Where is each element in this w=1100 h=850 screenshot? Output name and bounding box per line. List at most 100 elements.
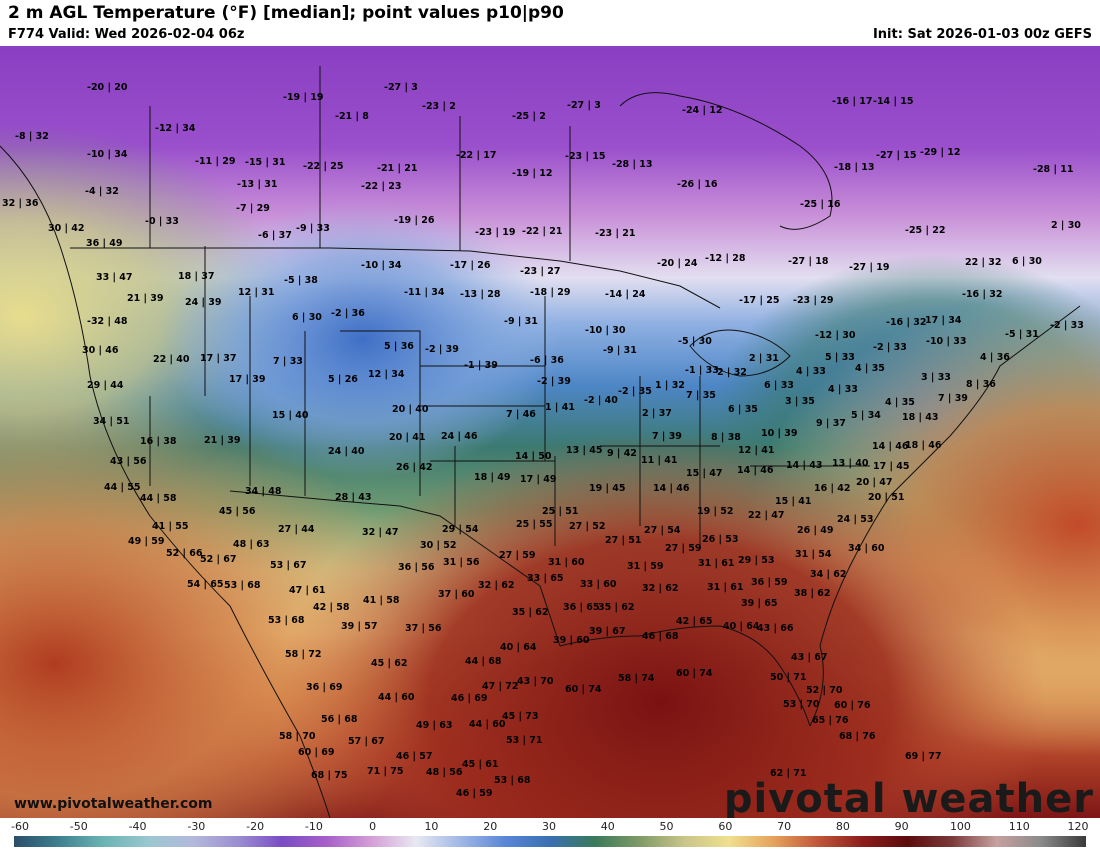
point-value: -17 | 25: [739, 295, 780, 306]
us-mexico-border: [229, 490, 561, 647]
point-value: -25 | 16: [800, 199, 841, 210]
point-value: 39 | 65: [741, 598, 778, 609]
point-value: -6 | 36: [530, 355, 564, 366]
point-value: 4 | 35: [885, 397, 915, 408]
point-value: 3 | 33: [921, 372, 951, 383]
boundary-lines: [0, 66, 1081, 818]
point-value: 17 | 45: [873, 461, 910, 472]
point-value: 33 | 65: [527, 573, 564, 584]
point-value: -21 | 21: [377, 163, 418, 174]
point-value: 26 | 53: [702, 534, 739, 545]
point-value: 60 | 76: [834, 700, 871, 711]
point-value: 35 | 62: [512, 607, 549, 618]
point-value: 69 | 77: [905, 751, 942, 762]
point-value: 46 | 69: [451, 693, 488, 704]
point-value: 12 | 41: [738, 445, 775, 456]
legend-tick-label: 0: [369, 820, 377, 833]
state-lines: [149, 246, 870, 546]
point-value: -8 | 32: [15, 131, 49, 142]
legend-tick-label: 100: [949, 820, 971, 833]
point-value: 5 | 34: [851, 410, 881, 421]
point-value: 3 | 35: [785, 396, 815, 407]
point-value: 27 | 54: [644, 525, 681, 536]
point-value: 26 | 49: [797, 525, 834, 536]
atlantic-coastline: [809, 305, 1081, 727]
point-value: -17 | 26: [450, 260, 491, 271]
point-value: 4 | 33: [828, 384, 858, 395]
map-header: 2 m AGL Temperature (°F) [median]; point…: [0, 0, 1100, 46]
legend-tick-label: -20: [246, 820, 265, 833]
point-value: 21 | 39: [204, 435, 241, 446]
point-value: -22 | 21: [522, 226, 563, 237]
point-value: -22 | 25: [303, 161, 344, 172]
point-value: 27 | 59: [665, 543, 702, 554]
point-value: -26 | 16: [677, 179, 718, 190]
point-value: 44 | 60: [469, 719, 506, 730]
point-value: -22 | 17: [456, 150, 497, 161]
point-value: 62 | 71: [770, 768, 807, 779]
point-value: 24 | 46: [441, 431, 478, 442]
color-legend: -60 -50 -40 -30 -20 -10 0 10 20 30 40 50 60 70 80 90 100…: [0, 818, 1100, 850]
point-value: -10 | 34: [361, 260, 402, 271]
point-value: 20 | 40: [392, 404, 429, 415]
point-value: 18 | 37: [178, 271, 215, 282]
legend-tick-label: -40: [128, 820, 147, 833]
legend-tick-label: -10: [304, 820, 323, 833]
point-value: -18 | 13: [834, 162, 875, 173]
site-url[interactable]: www.pivotalweather.com: [14, 796, 213, 812]
legend-tick-label: 30: [542, 820, 556, 833]
point-value: 43 | 70: [517, 676, 554, 687]
point-value: -19 | 19: [283, 92, 324, 103]
point-value: 15 | 40: [272, 410, 309, 421]
point-value: -10 | 30: [585, 325, 626, 336]
point-value: -12 | 28: [705, 253, 746, 264]
point-value: -27 | 15: [876, 150, 917, 161]
point-value: 7 | 33: [273, 356, 303, 367]
point-value: -29 | 12: [920, 147, 961, 158]
point-value: -9 | 33: [296, 223, 330, 234]
point-value: -16 | 32: [886, 317, 927, 328]
point-value: 44 | 68: [465, 656, 502, 667]
point-value: 43 | 56: [110, 456, 147, 467]
point-value: -19 | 26: [394, 215, 435, 226]
legend-tick-label: 40: [600, 820, 615, 833]
point-value: 43 | 67: [791, 652, 828, 663]
point-value: -23 | 15: [565, 151, 606, 162]
point-value: 33 | 47: [96, 272, 133, 283]
point-value: 53 | 71: [506, 735, 543, 746]
point-value: 14 | 46: [737, 465, 774, 476]
point-value: -22 | 23: [361, 181, 402, 192]
us-canada-border: [70, 247, 721, 309]
legend-tick-label: 90: [894, 820, 909, 833]
point-value: 26 | 42: [396, 462, 433, 473]
point-value: 12 | 31: [238, 287, 275, 298]
point-value: 60 | 69: [298, 747, 335, 758]
point-value: 18 | 43: [902, 412, 939, 423]
point-value: 6 | 30: [292, 312, 322, 323]
point-value: 31 | 61: [698, 558, 735, 569]
canada-province-lines: [149, 66, 571, 261]
point-value: 54 | 65: [187, 579, 224, 590]
point-value: -2 | 33: [1050, 320, 1084, 331]
point-value: 17 | 49: [520, 474, 557, 485]
legend-tick-label: 20: [483, 820, 498, 833]
point-value: 36 | 59: [751, 577, 788, 588]
point-value: 22 | 32: [965, 257, 1002, 268]
point-value: 43 | 66: [757, 623, 794, 634]
point-value: 42 | 65: [676, 616, 713, 627]
point-value: -27 | 18: [788, 256, 829, 267]
point-value: -2 | 39: [537, 376, 571, 387]
point-value: 52 | 67: [200, 554, 237, 565]
legend-tick-label: 80: [835, 820, 850, 833]
legend-tick-label: -60: [11, 820, 29, 833]
point-value: 22 | 40: [153, 354, 190, 365]
point-value: -23 | 2: [422, 101, 456, 112]
point-value: -20 | 24: [657, 258, 698, 269]
great-lakes: [689, 329, 791, 377]
point-value: 22 | 47: [748, 510, 785, 521]
point-value: 65 | 76: [812, 715, 849, 726]
point-value: 27 | 44: [278, 524, 315, 535]
legend-tick-label: 120: [1067, 820, 1089, 833]
init-time: Init: Sat 2026-01-03 00z GEFS: [872, 27, 1092, 42]
point-value: 12 | 34: [368, 369, 405, 380]
